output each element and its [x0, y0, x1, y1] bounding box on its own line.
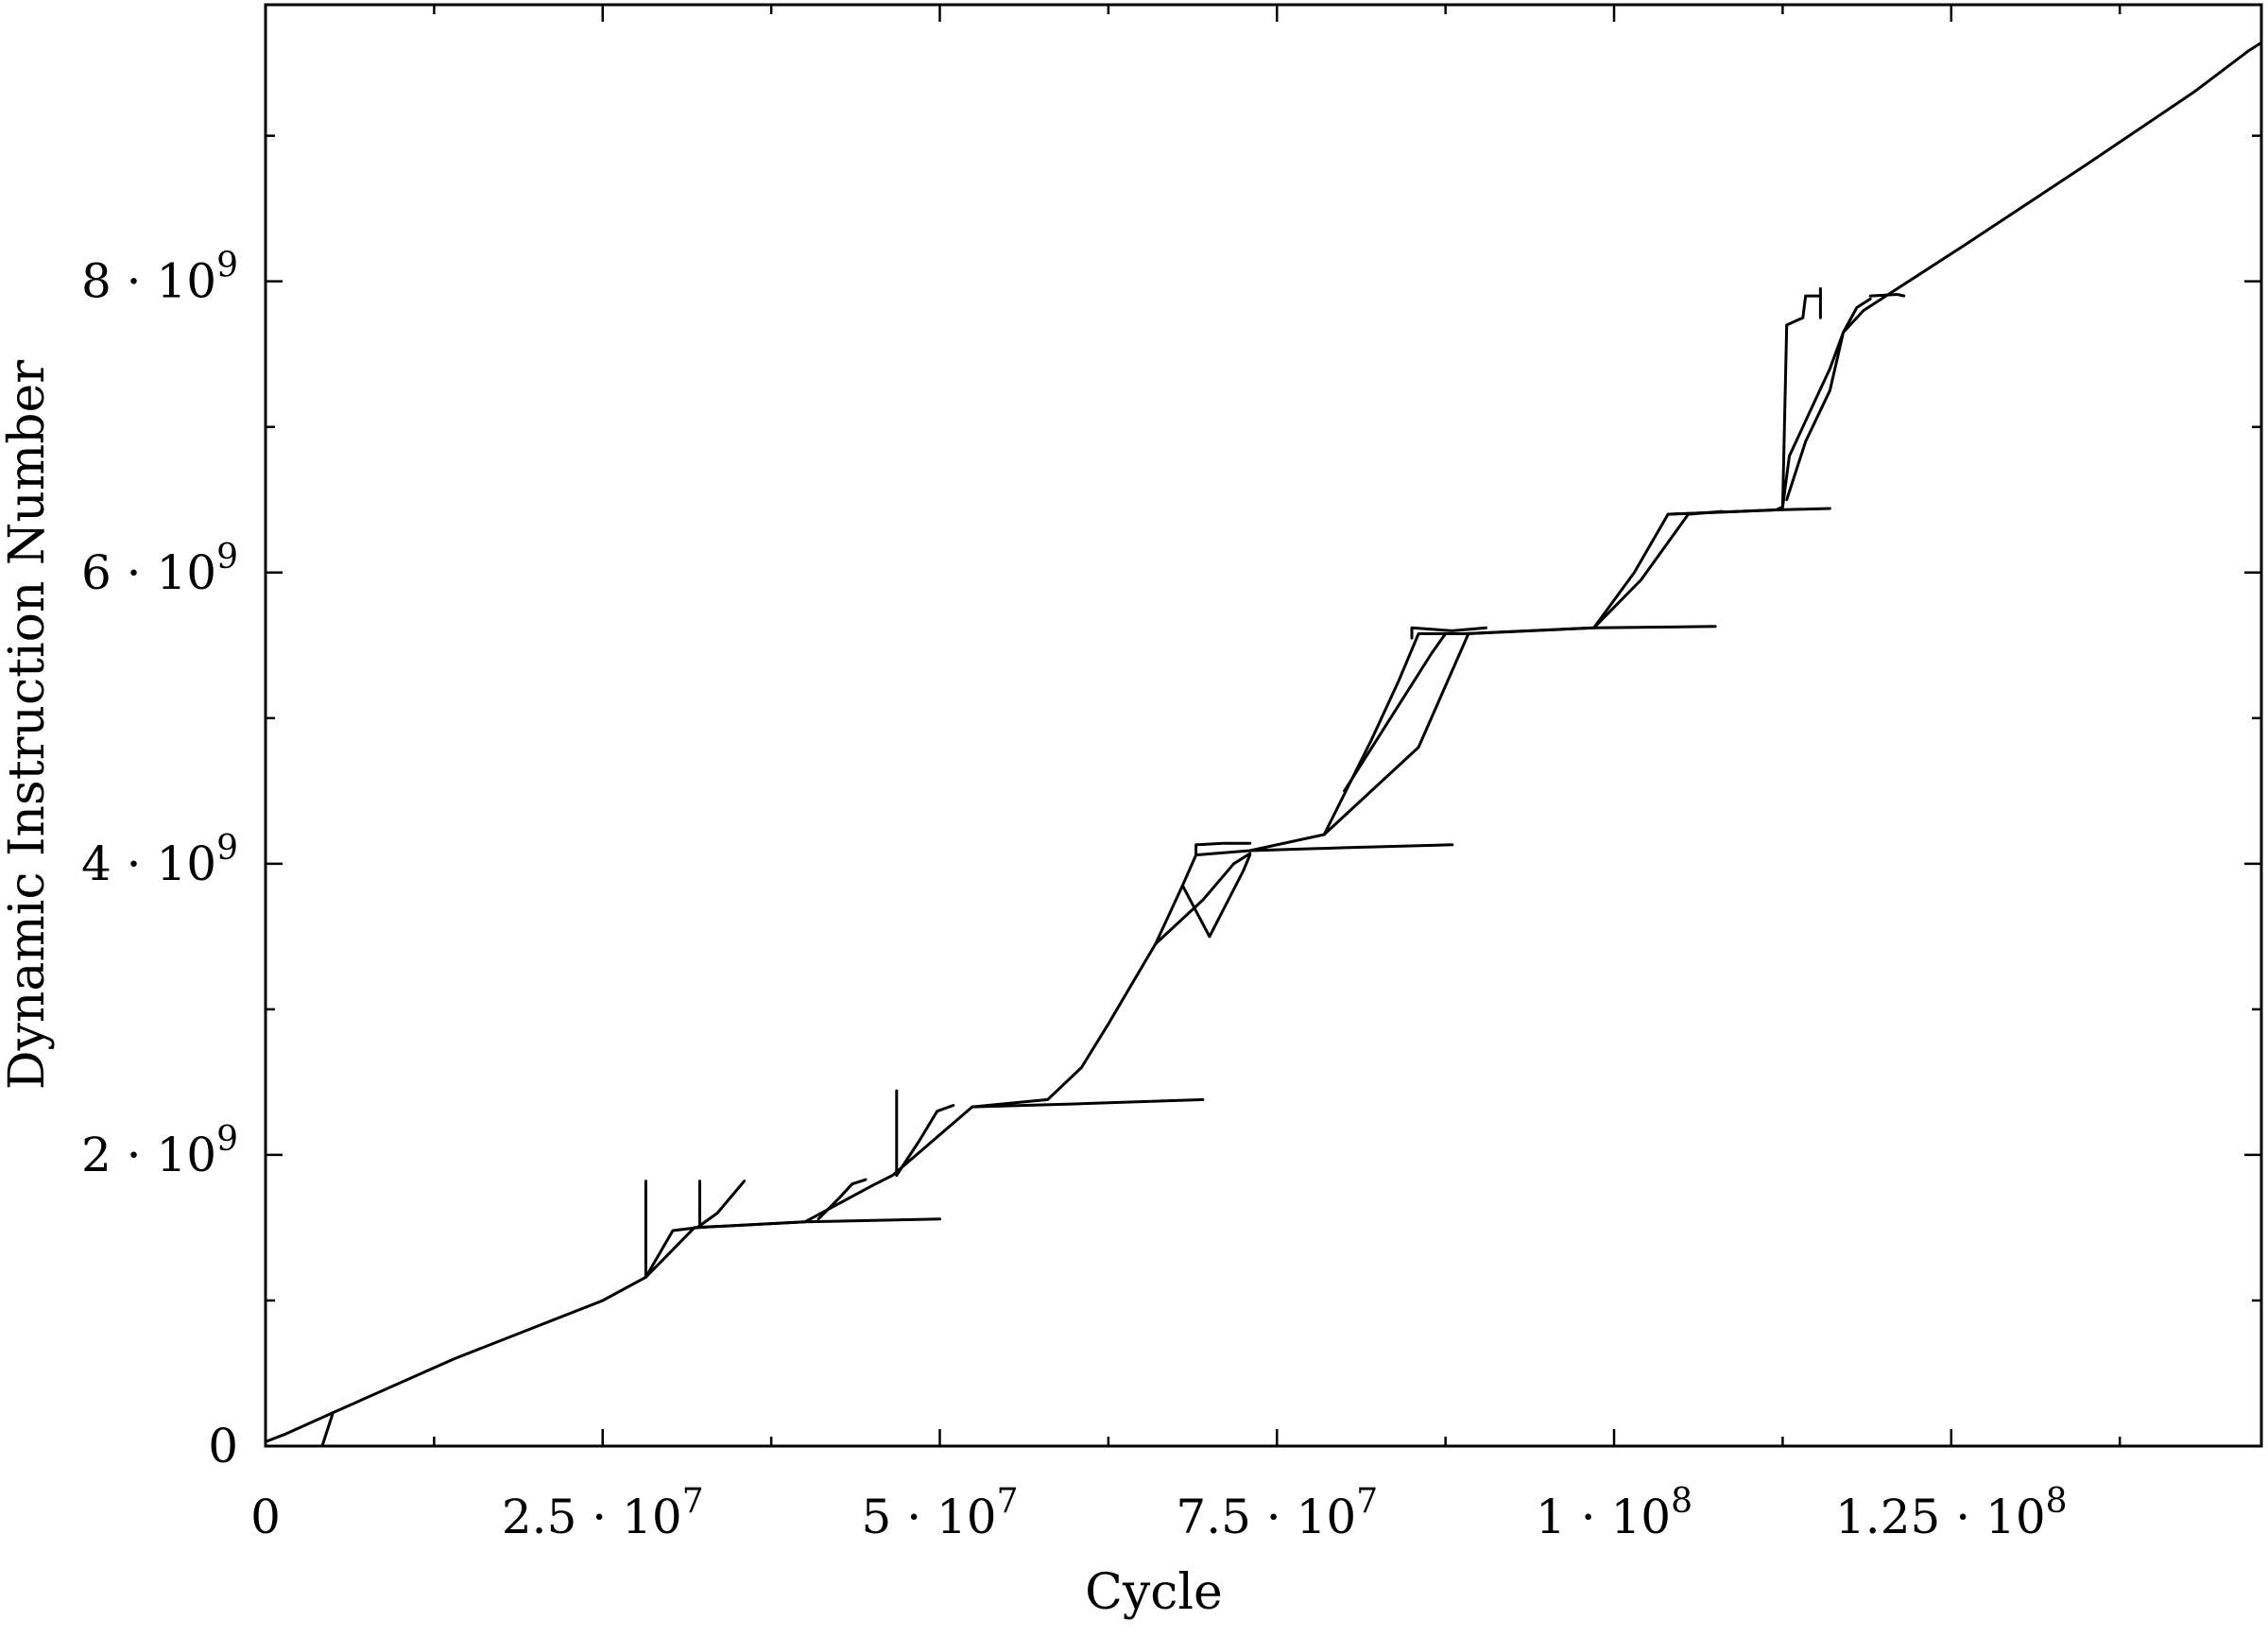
- series-line: [1343, 632, 1448, 793]
- x-axis-title: Cycle: [1085, 1564, 1223, 1621]
- y-tick-label-mantissa: 0: [208, 1419, 238, 1473]
- x-tick-label-exponent: 7: [997, 1482, 1019, 1521]
- series-line: [1322, 632, 1470, 836]
- x-tick-label: 0: [250, 1490, 281, 1544]
- x-tick-label: 1 · 108: [1536, 1482, 1692, 1544]
- series-line: [1592, 509, 1724, 629]
- x-tick-label-exponent: 8: [1671, 1482, 1692, 1521]
- x-tick-label-mantissa: 2.5 · 10: [502, 1490, 682, 1544]
- x-tick-label-mantissa: 5 · 10: [861, 1490, 996, 1544]
- series-line: [1785, 331, 1846, 502]
- ticks-layer: [264, 5, 2261, 1448]
- y-tick-label: 8 · 109: [81, 247, 238, 309]
- series-line: [1868, 293, 1906, 298]
- x-tick-label-exponent: 7: [682, 1482, 704, 1521]
- series-line: [1194, 841, 1252, 857]
- series-line: [895, 1104, 955, 1177]
- y-tick-label: 6 · 109: [81, 538, 238, 600]
- series-line: [1842, 297, 1872, 335]
- plot-frame: [264, 3, 2263, 1448]
- series-line: [1248, 843, 1454, 853]
- x-tick-label-mantissa: 1 · 10: [1536, 1490, 1671, 1544]
- series-line: [971, 1097, 1205, 1109]
- series-line: [693, 1217, 941, 1230]
- y-tick-label-exponent: 9: [216, 1120, 238, 1159]
- x-tick-label-exponent: 7: [1356, 1482, 1378, 1521]
- y-tick-label-mantissa: 6 · 10: [81, 545, 216, 600]
- y-tick-label-exponent: 9: [216, 538, 238, 577]
- series-line: [1666, 507, 1831, 516]
- x-tick-label-mantissa: 1.25 · 10: [1835, 1490, 2046, 1544]
- x-tick-label: 2.5 · 107: [502, 1482, 704, 1544]
- x-tick-label: 1.25 · 108: [1835, 1482, 2068, 1544]
- x-tick-label: 7.5 · 107: [1176, 1482, 1378, 1544]
- y-tick-label: 4 · 109: [81, 829, 238, 891]
- y-tick-label: 0: [208, 1419, 238, 1473]
- y-tick-label: 2 · 109: [81, 1120, 238, 1182]
- series-line: [264, 41, 2263, 1443]
- x-tick-label: 5 · 107: [861, 1482, 1018, 1544]
- series-line: [1780, 294, 1822, 508]
- series-line: [1410, 626, 1487, 640]
- labels-layer: 0 2.5 · 107 5 · 107 7.5 · 107 1 · 108 1.25 · …: [81, 247, 2068, 1544]
- y-tick-label-mantissa: 8 · 10: [81, 254, 216, 309]
- x-tick-label-mantissa: 7.5 · 10: [1176, 1490, 1356, 1544]
- y-tick-label-exponent: 9: [216, 829, 238, 868]
- series-line: [1154, 852, 1252, 946]
- y-tick-label-mantissa: 2 · 10: [81, 1128, 216, 1182]
- x-tick-label-exponent: 8: [2046, 1482, 2068, 1521]
- x-tick-label-mantissa: 0: [250, 1490, 281, 1544]
- series-line: [1464, 625, 1717, 635]
- series-layer: [264, 41, 2263, 1448]
- series-line: [1180, 853, 1252, 939]
- y-axis-title: Dynamic Instruction Number: [0, 360, 56, 1090]
- y-tick-label-mantissa: 4 · 10: [81, 836, 216, 891]
- series-line: [816, 1178, 868, 1221]
- y-tick-label-exponent: 9: [216, 247, 238, 285]
